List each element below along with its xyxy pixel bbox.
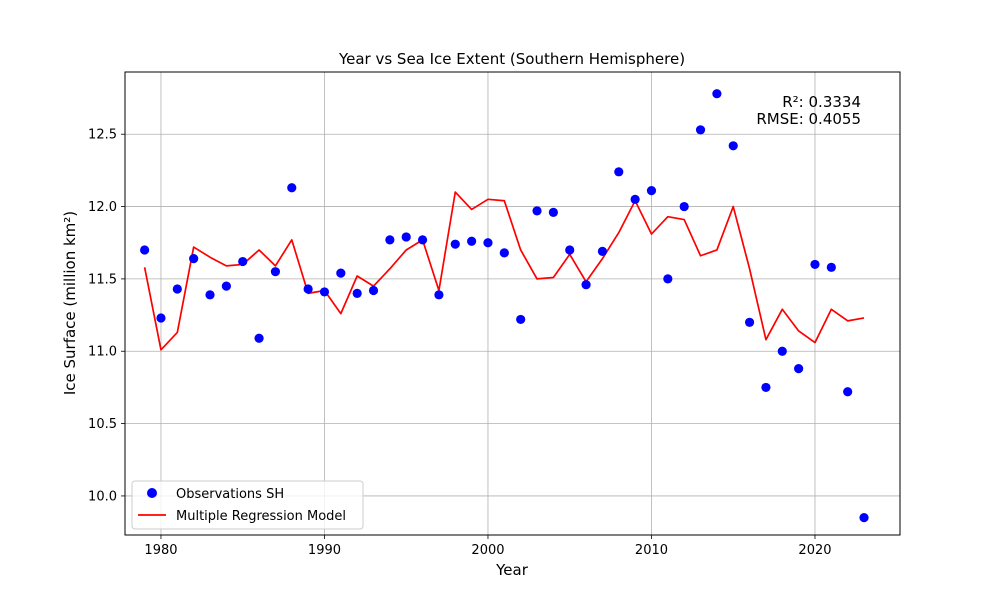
observation-point — [270, 267, 281, 277]
y-tick-label: 12.0 — [88, 200, 117, 215]
y-tick-label: 10.5 — [88, 417, 117, 432]
x-tick-label: 1980 — [144, 543, 177, 558]
observation-point — [761, 382, 771, 393]
legend-box — [131, 480, 364, 530]
observation-point — [646, 186, 657, 196]
regression-line-layer — [143, 191, 865, 351]
observation-point — [679, 201, 689, 212]
observation-point — [728, 141, 738, 151]
observation-point — [516, 314, 526, 325]
observation-point — [597, 246, 608, 257]
rmse-annotation: RMSE: 0.4055 — [756, 110, 861, 128]
observation-point — [859, 513, 869, 523]
observation-point — [467, 236, 477, 246]
y-tick-label: 12.5 — [88, 128, 117, 143]
observation-point — [189, 254, 199, 264]
observation-points-layer — [140, 89, 869, 523]
x-tick-label: 2010 — [635, 543, 668, 558]
observation-point — [140, 245, 150, 255]
legend-marker-observations — [147, 488, 157, 498]
regression-line — [143, 191, 865, 351]
observation-point — [614, 167, 624, 177]
y-tick-label: 11.5 — [88, 272, 117, 287]
observation-point — [712, 89, 722, 99]
observation-point — [695, 125, 706, 135]
legend: Observations SH Multiple Regression Mode… — [131, 480, 364, 530]
observation-point — [238, 256, 248, 267]
r-squared-annotation: R²: 0.3334 — [782, 93, 861, 111]
observation-point — [532, 206, 542, 216]
observation-point — [352, 288, 362, 298]
observation-point — [221, 281, 231, 291]
y-tick-label: 10.0 — [88, 489, 117, 504]
y-axis-label: Ice Surface (million km²) — [61, 211, 79, 395]
observation-point — [483, 238, 493, 248]
observation-point — [417, 235, 428, 245]
observation-point — [581, 280, 591, 290]
observation-point — [172, 284, 182, 294]
y-tick-label: 11.0 — [88, 345, 117, 360]
plot-frame — [124, 71, 901, 536]
observation-point — [450, 239, 460, 249]
observation-point — [385, 235, 395, 245]
legend-label-regression: Multiple Regression Model — [176, 509, 346, 524]
observation-point — [565, 245, 575, 255]
grid-layer — [125, 72, 900, 535]
observation-point — [794, 364, 804, 374]
observation-point — [744, 317, 755, 327]
observation-point — [499, 248, 509, 258]
observation-point — [254, 333, 264, 343]
observation-point — [630, 194, 640, 204]
observation-point — [287, 183, 297, 193]
x-axis-label: Year — [495, 561, 529, 579]
observation-point — [336, 268, 346, 278]
legend-label-observations: Observations SH — [176, 487, 284, 502]
x-tick-label: 2020 — [798, 543, 831, 558]
observation-point — [319, 287, 330, 297]
x-tick-label: 2000 — [471, 543, 504, 558]
x-tick-label: 1990 — [308, 543, 341, 558]
observation-point — [303, 284, 313, 294]
observation-point — [777, 346, 787, 356]
x-axis-ticks: 1980 1990 2000 2010 2020 — [144, 535, 832, 558]
observation-point — [826, 262, 836, 272]
observation-point — [663, 274, 673, 284]
chart-title: Year vs Sea Ice Extent (Southern Hemisph… — [338, 50, 685, 68]
observation-point — [434, 290, 444, 300]
observation-point — [156, 313, 166, 323]
observation-point — [205, 290, 215, 300]
observation-point — [401, 232, 411, 242]
observation-point — [368, 285, 379, 296]
y-axis-ticks: 10.0 10.5 11.0 11.5 12.0 12.5 — [88, 128, 125, 504]
observation-point — [810, 259, 820, 270]
observation-point — [843, 387, 853, 397]
observation-point — [548, 207, 558, 217]
